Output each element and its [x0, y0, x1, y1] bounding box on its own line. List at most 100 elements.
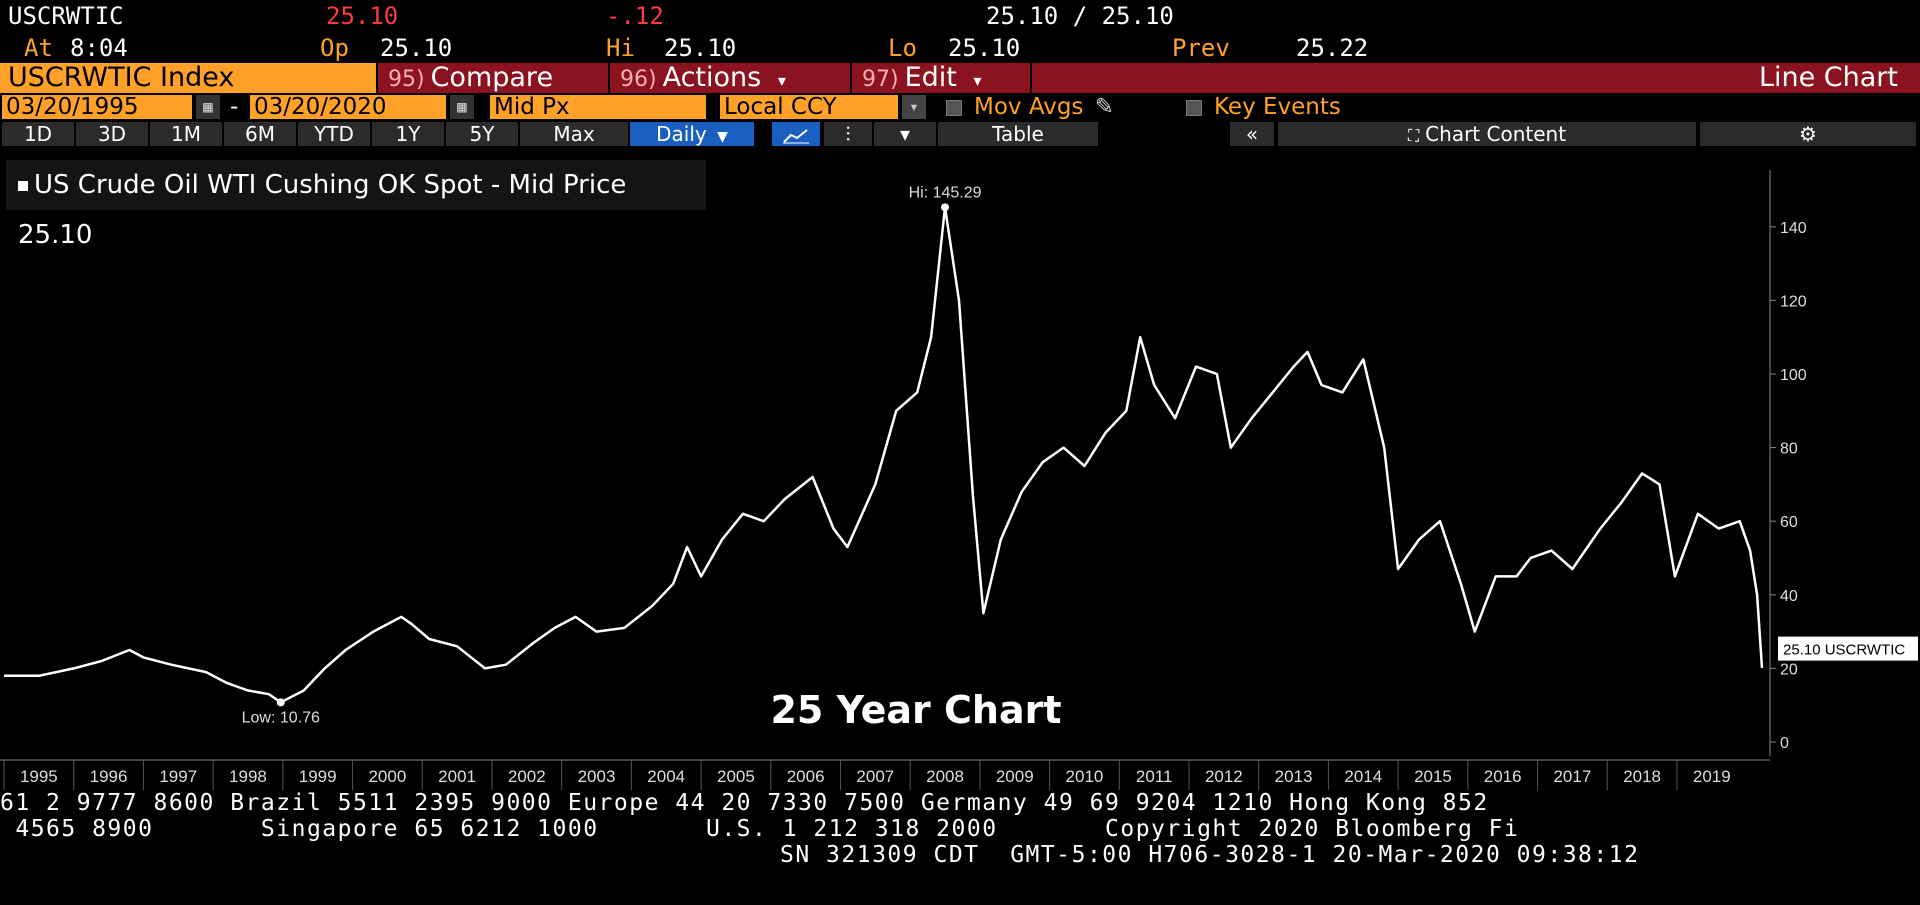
period-button-6m[interactable]: 6M: [224, 122, 296, 146]
prev-value: 25.22: [1296, 34, 1369, 62]
x-tick-label: 2019: [1693, 767, 1731, 786]
frequency-label: Daily: [656, 122, 707, 146]
mov-avgs-label: Mov Avgs: [974, 94, 1084, 120]
calendar-icon[interactable]: ▦: [196, 95, 220, 119]
price-chart: 0 20 40 60 80 100 120 140 1995 1996 1997 1998 1999 2…: [0, 170, 1918, 790]
high-marker: [941, 203, 950, 212]
currency-select[interactable]: Local CCY: [720, 95, 898, 119]
start-date-field[interactable]: 03/20/1995: [2, 95, 192, 119]
x-tick-label: 1999: [299, 767, 337, 786]
y-tick-label: 60: [1780, 514, 1798, 531]
chart-type-menu[interactable]: Line Chart: [1030, 63, 1920, 93]
actions-menu[interactable]: 96) Actions ▾: [608, 63, 850, 93]
key-events-toggle[interactable]: Key Events: [1186, 95, 1341, 119]
x-tick-label: 2000: [368, 767, 406, 786]
chart-title: 25 Year Chart: [770, 688, 1061, 732]
chevron-down-icon: ▾: [777, 71, 786, 90]
chevron-down-icon[interactable]: ▾: [902, 95, 926, 119]
price-change: -.12: [606, 2, 664, 30]
open-value: 25.10: [380, 34, 453, 62]
low-label: Lo: [888, 34, 917, 62]
mov-avgs-toggle[interactable]: Mov Avgs ✎: [946, 95, 1114, 119]
x-tick-label: 2011: [1136, 767, 1173, 786]
low-value: 25.10: [948, 34, 1021, 62]
quote-time: 8:04: [70, 34, 128, 62]
compare-number: 95): [388, 67, 425, 92]
period-button-1m[interactable]: 1M: [150, 122, 222, 146]
y-tick-label: 40: [1780, 588, 1798, 605]
high-label: Hi: [606, 34, 635, 62]
last-price: 25.10: [326, 2, 399, 30]
table-button[interactable]: Table: [938, 122, 1098, 146]
bid-ask: 25.10 / 25.10: [986, 2, 1174, 30]
candlestick-icon[interactable]: ⫶: [824, 122, 872, 146]
security-field[interactable]: USCRWTIC Index: [0, 63, 376, 93]
legend-swatch: [18, 180, 28, 191]
x-tick-label: 2017: [1553, 767, 1591, 786]
x-tick-label: 2013: [1275, 767, 1313, 786]
x-tick-label: 1995: [20, 767, 58, 786]
y-tick-label: 20: [1780, 661, 1798, 678]
footer-line-3: SN 321309 CDT GMT-5:00 H706-3028-1 20-Ma…: [780, 842, 1640, 868]
period-button-ytd[interactable]: YTD: [298, 122, 370, 146]
compare-menu[interactable]: 95) Compare: [376, 63, 608, 93]
y-tick-label: 80: [1780, 441, 1798, 458]
double-chevron-left-icon[interactable]: «: [1230, 122, 1274, 146]
chart-content-button[interactable]: ⛶ Chart Content: [1278, 122, 1696, 146]
open-label: Op: [320, 34, 349, 62]
y-tick-label: 0: [1780, 735, 1789, 752]
x-tick-label: 2018: [1623, 767, 1661, 786]
x-tick-label: 2003: [578, 767, 616, 786]
high-value: 25.10: [664, 34, 737, 62]
frequency-select[interactable]: Daily ▼: [630, 122, 754, 146]
annotations: Hi: 145.29 Low: 10.76 25.10 USCRWTIC 25 Yea…: [242, 184, 1918, 732]
legend-series-name: US Crude Oil WTI Cushing OK Spot - Mid P…: [34, 170, 627, 200]
line-chart-icon[interactable]: [772, 122, 820, 146]
last-price-tag-label: 25.10 USCRWTIC: [1783, 642, 1905, 659]
x-tick-label: 2008: [926, 767, 964, 786]
chevron-down-icon: ▼: [717, 129, 728, 145]
x-tick-label: 2015: [1414, 767, 1452, 786]
chart-content-label: Chart Content: [1425, 122, 1567, 146]
period-button-1y[interactable]: 1Y: [372, 122, 444, 146]
x-tick-label: 1998: [229, 767, 267, 786]
low-marker: [276, 698, 285, 707]
legend-last-value: 25.10: [18, 220, 93, 250]
period-button-5y[interactable]: 5Y: [446, 122, 518, 146]
at-label: At: [24, 34, 53, 62]
ticker-label: USCRWTIC: [8, 2, 124, 30]
chevron-down-icon[interactable]: ▾: [874, 122, 936, 146]
key-events-checkbox[interactable]: [1186, 99, 1202, 116]
footer-line-1: 61 2 9777 8600 Brazil 5511 2395 9000 Eur…: [0, 790, 1489, 816]
x-tick-label: 2014: [1344, 767, 1382, 786]
x-tick-label: 2005: [717, 767, 755, 786]
x-tick-label: 2002: [508, 767, 546, 786]
x-tick-label: 2007: [856, 767, 894, 786]
compare-label: Compare: [430, 62, 554, 93]
period-button-1d[interactable]: 1D: [2, 122, 74, 146]
y-tick-label: 120: [1780, 293, 1807, 310]
chart-type-label: Line Chart: [1758, 62, 1898, 93]
calendar-icon[interactable]: ▦: [450, 95, 474, 119]
edit-number: 97): [862, 67, 899, 92]
x-tick-label: 2009: [996, 767, 1034, 786]
y-tick-label: 140: [1780, 220, 1807, 237]
x-tick-label: 2001: [438, 767, 476, 786]
x-axis: 1995 1996 1997 1998 1999 2000 2001 2002 2003 2004…: [0, 759, 1770, 790]
key-events-label: Key Events: [1214, 94, 1341, 120]
price-field-select[interactable]: Mid Px: [490, 95, 706, 119]
mov-avgs-checkbox[interactable]: [946, 99, 962, 116]
low-label: Low: 10.76: [242, 709, 320, 726]
period-button-3d[interactable]: 3D: [76, 122, 148, 146]
gear-icon[interactable]: ⚙: [1700, 122, 1916, 146]
prev-label: Prev: [1172, 34, 1230, 62]
high-label: Hi: 145.29: [909, 184, 982, 201]
date-dash: -: [230, 94, 239, 120]
x-tick-label: 2012: [1205, 767, 1243, 786]
edit-menu[interactable]: 97) Edit ▾: [850, 63, 1030, 93]
pencil-icon[interactable]: ✎: [1094, 94, 1115, 120]
options-row: 03/20/1995 ▦ - 03/20/2020 ▦ Mid Px Local…: [0, 95, 1920, 121]
period-button-max[interactable]: Max: [520, 122, 628, 146]
end-date-field[interactable]: 03/20/2020: [250, 95, 446, 119]
actions-label: Actions: [662, 62, 762, 93]
